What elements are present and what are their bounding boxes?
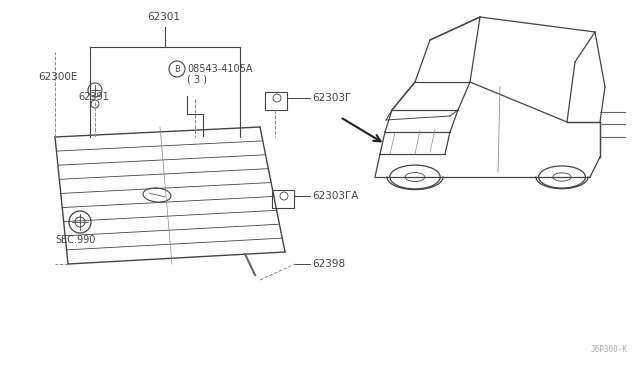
Text: 08543-4105A: 08543-4105A: [187, 64, 253, 74]
Text: B: B: [174, 64, 180, 74]
Text: ( 3 ): ( 3 ): [187, 74, 207, 84]
Text: 62300E: 62300E: [38, 72, 77, 82]
Text: 62303Г: 62303Г: [312, 93, 351, 103]
Text: 62391: 62391: [78, 92, 109, 102]
Text: 62303ГА: 62303ГА: [312, 191, 358, 201]
Text: J6P300-K: J6P300-K: [591, 345, 628, 354]
Text: 62301: 62301: [147, 12, 180, 22]
Text: SEC.990: SEC.990: [55, 235, 95, 245]
Text: 62398: 62398: [312, 259, 345, 269]
